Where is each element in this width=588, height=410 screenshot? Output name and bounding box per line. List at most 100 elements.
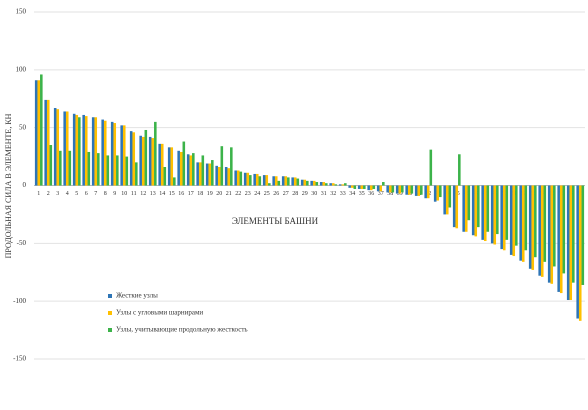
bar bbox=[253, 173, 256, 186]
bar bbox=[224, 166, 228, 186]
bar bbox=[239, 171, 243, 186]
bar bbox=[37, 80, 41, 186]
bar bbox=[543, 185, 547, 262]
bar bbox=[500, 185, 503, 250]
x-tick-label: 13 bbox=[150, 191, 156, 197]
bar bbox=[401, 185, 404, 193]
bar bbox=[63, 111, 66, 186]
bar bbox=[296, 178, 300, 186]
x-tick-label: 37 bbox=[378, 191, 384, 197]
bar bbox=[268, 183, 271, 186]
y-tick-label: 150 bbox=[16, 8, 27, 16]
bar bbox=[300, 179, 304, 186]
x-tick-label: 34 bbox=[349, 191, 355, 197]
bar bbox=[455, 185, 459, 229]
bar bbox=[217, 166, 221, 186]
bar bbox=[395, 185, 399, 194]
bar bbox=[344, 183, 347, 186]
bar bbox=[357, 185, 361, 189]
bar bbox=[179, 151, 183, 186]
bar bbox=[312, 180, 316, 186]
bar bbox=[44, 99, 47, 186]
legend-label: Узлы с угловыми шарнирами bbox=[116, 309, 203, 317]
x-tick-label: 12 bbox=[140, 191, 146, 197]
bar bbox=[388, 185, 392, 193]
bar bbox=[553, 185, 556, 267]
x-tick-label: 3 bbox=[56, 191, 59, 197]
bar bbox=[68, 150, 72, 186]
bar bbox=[509, 185, 513, 255]
bar bbox=[557, 185, 560, 292]
bar bbox=[363, 185, 366, 189]
bar bbox=[310, 180, 313, 186]
bar bbox=[534, 185, 537, 258]
x-tick-label: 15 bbox=[169, 191, 175, 197]
y-axis-title: ПРОДОЛЬНАЯ СИЛА В ЭЛЕМЕНТЕ, КН bbox=[4, 113, 13, 258]
legend-swatch bbox=[108, 294, 112, 298]
y-tick-label: 50 bbox=[19, 123, 27, 131]
bar bbox=[367, 185, 370, 191]
bar bbox=[559, 185, 563, 294]
legend-swatch bbox=[108, 328, 112, 332]
x-tick-label: 33 bbox=[340, 191, 346, 197]
bar bbox=[103, 120, 107, 186]
bar bbox=[234, 170, 237, 186]
bar bbox=[148, 136, 152, 186]
bar bbox=[474, 185, 478, 237]
bar bbox=[87, 151, 91, 186]
bar bbox=[562, 185, 566, 274]
bar bbox=[350, 185, 354, 188]
bar bbox=[547, 185, 551, 283]
bar bbox=[524, 185, 528, 251]
bar bbox=[167, 147, 171, 186]
bar bbox=[445, 185, 449, 215]
bar bbox=[338, 184, 342, 186]
bar bbox=[369, 185, 373, 191]
bar bbox=[550, 185, 554, 284]
bar bbox=[398, 185, 402, 194]
x-tick-label: 38 bbox=[387, 191, 393, 197]
bar bbox=[360, 185, 364, 189]
bar bbox=[515, 185, 518, 246]
x-tick-label: 16 bbox=[178, 191, 184, 197]
x-tick-label: 27 bbox=[283, 191, 289, 197]
bar bbox=[439, 185, 442, 198]
bar bbox=[382, 182, 385, 186]
x-tick-label: 5 bbox=[75, 191, 78, 197]
bar bbox=[277, 180, 281, 186]
bar bbox=[458, 154, 461, 186]
bar bbox=[258, 176, 262, 186]
bar bbox=[186, 154, 190, 186]
bar bbox=[272, 176, 275, 186]
bar bbox=[566, 185, 570, 301]
bar bbox=[91, 117, 95, 186]
legend-label: Жесткие узлы bbox=[116, 292, 158, 300]
bar bbox=[116, 155, 119, 186]
bar bbox=[208, 163, 212, 186]
y-tick-label: 100 bbox=[16, 65, 27, 73]
bar bbox=[572, 185, 575, 283]
bar bbox=[205, 163, 209, 186]
bar bbox=[34, 80, 38, 186]
bar bbox=[462, 185, 465, 232]
bar bbox=[452, 185, 456, 228]
bar bbox=[151, 138, 155, 186]
bar bbox=[139, 135, 142, 186]
x-axis-title: ЭЛЕМЕНТЫ БАШНИ bbox=[232, 216, 319, 226]
bar bbox=[40, 74, 43, 186]
bar bbox=[196, 162, 199, 186]
bar bbox=[72, 113, 76, 186]
bar bbox=[386, 185, 389, 193]
x-tick-label: 29 bbox=[302, 191, 308, 197]
bar bbox=[306, 180, 309, 186]
bar bbox=[303, 179, 307, 186]
bar bbox=[135, 162, 138, 186]
x-tick-label: 23 bbox=[245, 191, 251, 197]
x-tick-label: 17 bbox=[188, 191, 194, 197]
bar bbox=[125, 156, 129, 186]
bar bbox=[322, 182, 326, 186]
bar bbox=[496, 185, 499, 235]
x-tick-label: 21 bbox=[226, 191, 232, 197]
bar bbox=[372, 185, 376, 189]
bar bbox=[281, 176, 285, 186]
